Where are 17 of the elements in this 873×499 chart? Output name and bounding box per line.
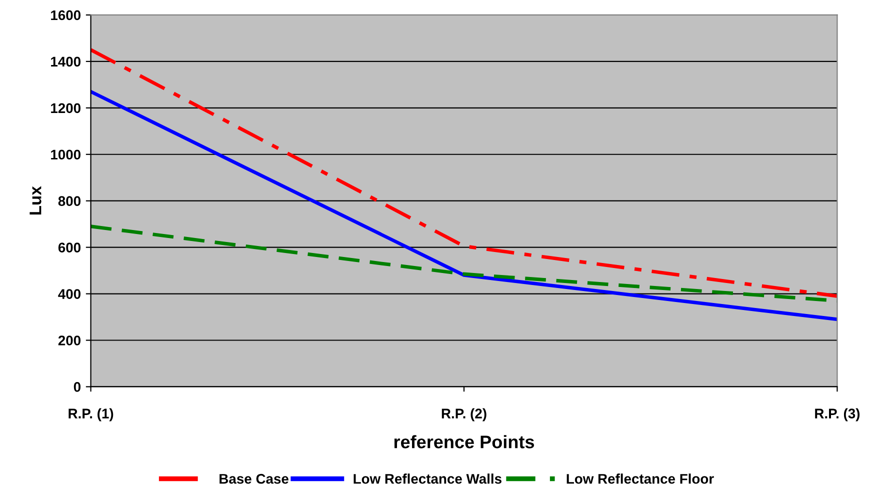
x-axis-title: reference Points	[394, 435, 534, 448]
y-tick-label: 600	[58, 242, 81, 252]
x-tick-label: R.P. (3)	[815, 408, 860, 422]
y-tick-label: 1200	[51, 103, 81, 114]
legend-label: Base Case	[220, 474, 288, 484]
x-tick-label: R.P. (2)	[442, 408, 486, 422]
y-tick-label: 400	[58, 289, 81, 299]
x-tick-label: R.P. (1)	[68, 408, 114, 422]
y-tick-label: 1000	[51, 150, 81, 160]
y-tick-label: 1600	[51, 10, 81, 20]
legend-label: Low Reflectance Walls	[354, 474, 502, 484]
y-tick-label: 800	[58, 196, 81, 206]
y-tick-label: 0	[74, 382, 80, 392]
y-tick-label: 1400	[51, 56, 81, 67]
y-axis-title: Lux	[30, 186, 42, 215]
legend-label: Low Reflectance Floor	[566, 474, 714, 484]
y-tick-label: 200	[58, 336, 81, 346]
